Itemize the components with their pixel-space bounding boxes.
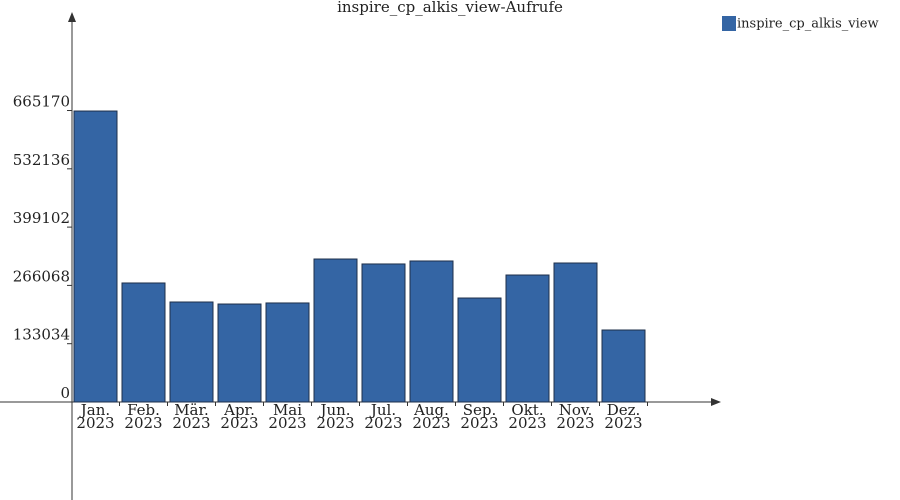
x-tick-label: 2023 [76, 414, 114, 432]
x-tick-label: Sep. [463, 401, 497, 419]
bar [169, 301, 214, 403]
x-tick-label: 2023 [412, 414, 450, 432]
x-tick-label: Dez. [607, 401, 641, 419]
chart-title: inspire_cp_alkis_view-Aufrufe [337, 0, 563, 16]
bar [601, 329, 646, 403]
y-axis-arrow [68, 12, 76, 22]
y-tick-label: 266068 [13, 267, 70, 285]
bar [313, 258, 358, 403]
bar [73, 110, 118, 403]
y-tick-label: 133034 [13, 326, 70, 344]
x-tick-label: Jun. [318, 401, 350, 419]
bar [553, 262, 598, 403]
x-tick-label: 2023 [508, 414, 546, 432]
x-tick-label: Okt. [511, 401, 543, 419]
x-tick-label: Apr. [223, 401, 255, 419]
bar [409, 260, 454, 403]
bar [505, 274, 550, 403]
x-tick-label: Mai [273, 401, 302, 419]
x-tick-label: 2023 [460, 414, 498, 432]
x-tick-label: 2023 [364, 414, 402, 432]
x-tick-label: Mär. [174, 401, 209, 419]
bar [121, 282, 166, 403]
bar [457, 297, 502, 403]
x-tick-label: 2023 [124, 414, 162, 432]
legend-label: inspire_cp_alkis_view [737, 17, 879, 32]
x-tick-label: Nov. [559, 401, 593, 419]
y-tick-label: 665170 [13, 93, 70, 111]
bar [265, 302, 310, 403]
x-tick-label: 2023 [316, 414, 354, 432]
bar [361, 263, 406, 403]
bar [217, 303, 262, 403]
x-tick-label: Jul. [369, 401, 396, 419]
x-tick-label: 2023 [268, 414, 306, 432]
y-tick-label: 532136 [13, 151, 70, 169]
x-tick-label: Feb. [127, 401, 160, 419]
y-tick-label: 399102 [13, 209, 70, 227]
x-tick-label: Aug. [413, 401, 449, 419]
y-tick-label: 0 [60, 384, 70, 402]
legend-swatch [722, 16, 736, 31]
x-tick-label: Jan. [79, 401, 110, 419]
x-tick-label: 2023 [220, 414, 258, 432]
x-tick-label: 2023 [556, 414, 594, 432]
x-axis-arrow [711, 398, 721, 406]
x-tick-label: 2023 [604, 414, 642, 432]
x-tick-label: 2023 [172, 414, 210, 432]
